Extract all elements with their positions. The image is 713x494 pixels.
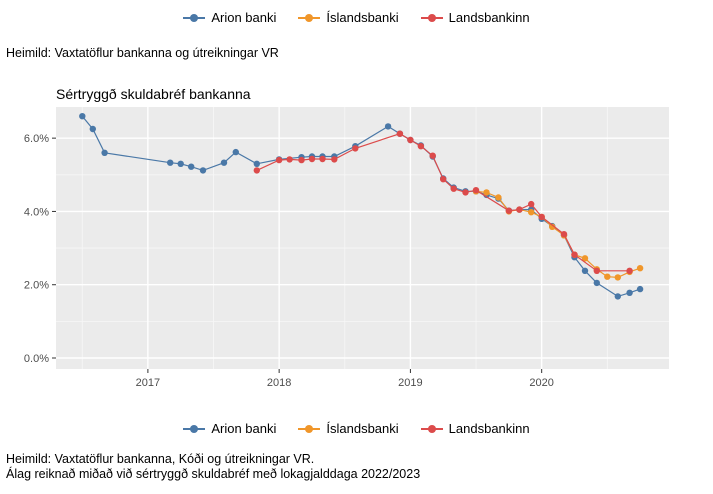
x-tick-label: 2017 xyxy=(136,377,160,389)
data-point-landsbankinn xyxy=(253,167,260,174)
y-tick-label: 2.0% xyxy=(24,280,49,292)
y-tick-label: 4.0% xyxy=(24,206,49,218)
data-point-landsbankinn xyxy=(538,213,545,221)
data-point-landsbankinn xyxy=(528,200,535,208)
data-point-islandsbanki xyxy=(495,194,502,201)
data-point-landsbankinn xyxy=(440,176,447,183)
legend-item-arion-bottom: Arion banki xyxy=(183,421,276,436)
data-point-islandsbanki xyxy=(614,274,621,281)
legend-label-landsbankinn-bottom: Landsbankinn xyxy=(448,421,530,436)
x-tick-label: 2018 xyxy=(267,377,291,389)
data-point-islandsbanki xyxy=(483,189,490,196)
legend-key-arion-bottom xyxy=(183,423,206,435)
data-point-arion xyxy=(199,167,207,174)
legend-label-islandsbanki: Íslandsbanki xyxy=(326,10,399,25)
data-point-landsbankinn xyxy=(450,185,457,192)
data-point-arion xyxy=(636,285,644,293)
legend-item-arion: Arion banki xyxy=(183,10,276,25)
grid-layer xyxy=(56,107,669,369)
source-note-top: Heimild: Vaxtatöflur bankanna og útreikn… xyxy=(6,46,279,60)
legend-item-landsbankinn-bottom: Landsbankinn xyxy=(420,421,530,436)
series-layer xyxy=(79,113,644,300)
axis-layer: 0.0% 2.0% 4.0% 6.0% 2017 2018 2019 2020 xyxy=(24,133,554,389)
data-point-landsbankinn xyxy=(319,155,326,163)
y-tick-label: 0.0% xyxy=(24,353,49,365)
top-legend: Arion banki Íslandsbanki Landsbankinn xyxy=(0,10,713,25)
data-point-arion xyxy=(593,279,600,287)
legend-item-islandsbanki: Íslandsbanki xyxy=(298,10,399,25)
data-point-arion xyxy=(79,113,86,120)
data-point-islandsbanki xyxy=(636,265,644,272)
legend-key-islandsbanki xyxy=(298,12,321,24)
data-point-landsbankinn xyxy=(308,155,316,163)
data-point-arion xyxy=(101,149,108,156)
series-landsbankinn xyxy=(253,130,633,274)
data-point-arion xyxy=(167,159,174,166)
data-point-landsbankinn xyxy=(571,251,578,258)
data-point-arion xyxy=(614,293,621,300)
legend-label-arion: Arion banki xyxy=(211,10,277,25)
data-point-landsbankinn xyxy=(462,189,469,196)
data-point-arion xyxy=(626,289,633,296)
data-point-arion xyxy=(384,123,392,130)
data-point-islandsbanki xyxy=(604,273,611,280)
data-point-landsbankinn xyxy=(352,145,359,152)
data-point-landsbankinn xyxy=(286,156,293,163)
data-point-landsbankinn xyxy=(417,143,425,150)
legend-label-arion-bottom: Arion banki xyxy=(211,421,277,436)
data-point-landsbankinn xyxy=(516,206,523,213)
legend-key-landsbankinn-bottom xyxy=(420,423,443,435)
series-line-islandsbanki xyxy=(475,190,641,279)
bottom-legend: Arion banki Íslandsbanki Landsbankinn xyxy=(0,421,713,436)
data-point-islandsbanki xyxy=(581,255,589,262)
legend-key-islandsbanki-bottom xyxy=(298,423,321,435)
data-point-arion xyxy=(220,159,228,166)
data-point-landsbankinn xyxy=(298,156,305,164)
data-point-landsbankinn xyxy=(472,187,480,194)
data-point-islandsbanki xyxy=(528,209,535,216)
data-point-landsbankinn xyxy=(560,231,568,238)
data-point-landsbankinn xyxy=(505,207,513,214)
source-note-bottom-2: Álag reiknað miðað við sértryggð skuldab… xyxy=(6,467,421,481)
data-point-arion xyxy=(253,160,260,167)
data-point-arion xyxy=(89,125,97,133)
data-point-arion xyxy=(581,267,589,274)
x-tick-label: 2019 xyxy=(398,377,422,389)
legend-key-landsbankinn xyxy=(420,12,443,24)
legend-item-islandsbanki-bottom: Íslandsbanki xyxy=(298,421,399,436)
legend-key-arion xyxy=(183,12,206,24)
legend-label-islandsbanki-bottom: Íslandsbanki xyxy=(326,421,399,436)
data-point-arion xyxy=(177,160,184,167)
source-note-bottom-1: Heimild: Vaxtatöflur bankanna, Kóði og ú… xyxy=(6,452,315,466)
y-tick-label: 6.0% xyxy=(24,133,49,145)
legend-label-landsbankinn: Landsbankinn xyxy=(448,10,530,25)
data-point-arion xyxy=(188,163,195,170)
data-point-landsbankinn xyxy=(429,152,436,159)
legend-item-landsbankinn: Landsbankinn xyxy=(420,10,530,25)
data-point-arion xyxy=(232,148,239,156)
data-point-islandsbanki xyxy=(549,223,556,230)
data-point-landsbankinn xyxy=(593,267,600,274)
plot-background xyxy=(56,107,669,369)
data-point-landsbankinn xyxy=(331,156,338,163)
data-point-landsbankinn xyxy=(407,136,414,144)
data-point-landsbankinn xyxy=(275,156,283,164)
data-point-landsbankinn xyxy=(626,267,633,274)
x-tick-label: 2020 xyxy=(529,377,553,389)
data-point-landsbankinn xyxy=(396,130,404,137)
chart-title: Sértryggð skuldabréf bankanna xyxy=(56,86,251,102)
